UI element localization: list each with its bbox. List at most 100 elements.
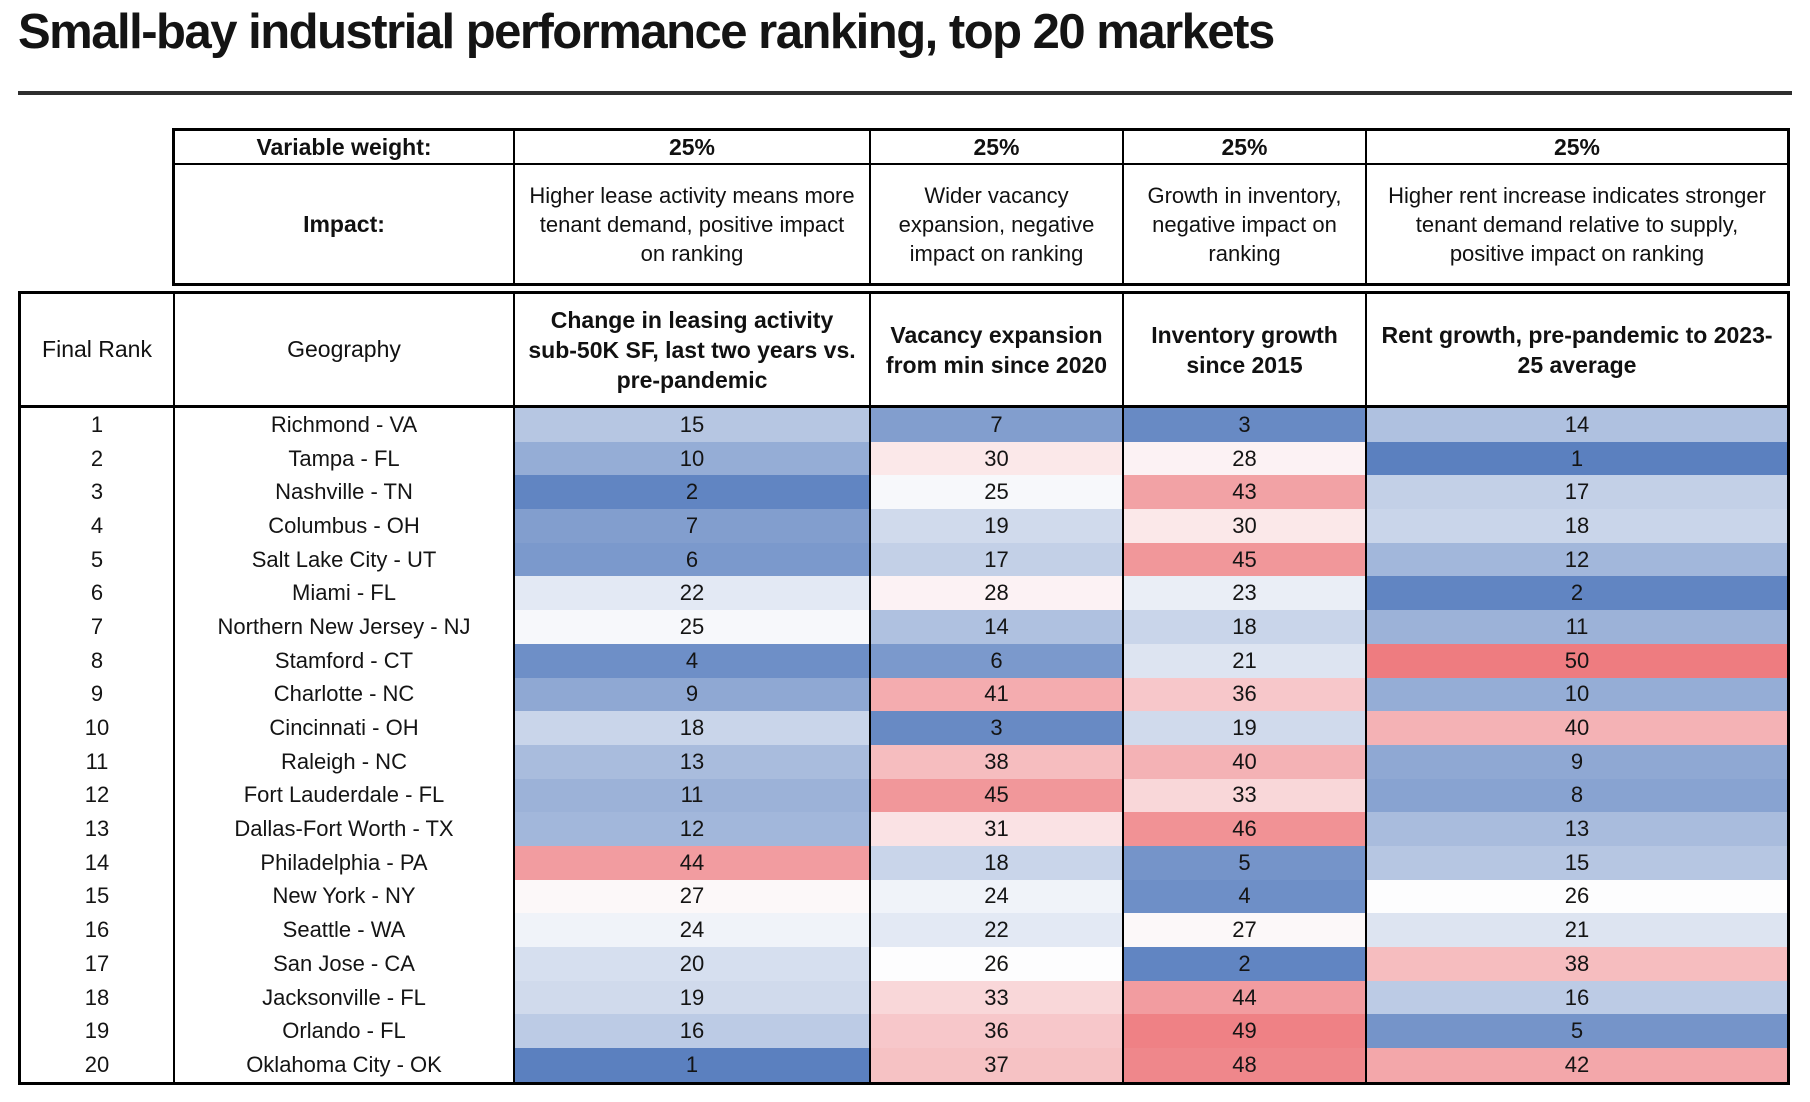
table-row: 1 Richmond - VA 15 7 3 14 [21, 408, 1787, 442]
leasing-value-cell: 9 [513, 677, 869, 712]
final-rank-cell: 11 [21, 744, 173, 779]
inventory-value-cell: 5 [1122, 845, 1365, 880]
final-rank-cell: 16 [21, 913, 173, 947]
vacancy-value-cell: 45 [869, 778, 1122, 813]
weight-leasing: 25% [513, 131, 869, 165]
vacancy-value-cell: 19 [869, 509, 1122, 543]
final-rank-cell: 2 [21, 441, 173, 476]
leasing-value-cell: 16 [513, 1014, 869, 1049]
geography-cell: San Jose - CA [173, 947, 513, 981]
rent-value-cell: 8 [1365, 778, 1787, 813]
final-rank-cell: 18 [21, 980, 173, 1015]
page-title: Small-bay industrial performance ranking… [18, 5, 1275, 59]
table-row: 13 Dallas-Fort Worth - TX 12 31 46 13 [21, 812, 1787, 846]
rent-value-cell: 2 [1365, 576, 1787, 611]
table-row: 20 Oklahoma City - OK 1 37 48 42 [21, 1048, 1787, 1082]
variable-weight-row: Variable weight: 25% 25% 25% 25% [175, 131, 1787, 165]
leasing-value-cell: 20 [513, 947, 869, 981]
column-header-row: Final Rank Geography Change in leasing a… [21, 294, 1787, 408]
vacancy-value-cell: 18 [869, 845, 1122, 880]
table-row: 8 Stamford - CT 4 6 21 50 [21, 643, 1787, 678]
weight-inventory: 25% [1122, 131, 1365, 165]
vacancy-column-header: Vacancy expansion from min since 2020 [869, 294, 1122, 408]
final-rank-cell: 13 [21, 812, 173, 846]
final-rank-cell: 1 [21, 408, 173, 442]
leasing-value-cell: 18 [513, 711, 869, 745]
geography-cell: New York - NY [173, 879, 513, 914]
final-rank-cell: 20 [21, 1048, 173, 1082]
vacancy-value-cell: 38 [869, 744, 1122, 779]
rent-value-cell: 14 [1365, 408, 1787, 442]
final-rank-cell: 19 [21, 1014, 173, 1049]
weight-vacancy: 25% [869, 131, 1122, 165]
geography-cell: Dallas-Fort Worth - TX [173, 812, 513, 846]
impact-inventory: Growth in inventory, negative impact on … [1122, 165, 1365, 283]
table-body: 1 Richmond - VA 15 7 3 14 2 Tampa - FL 10 30 28 1 3 N… [21, 408, 1787, 1082]
leasing-column-header: Change in leasing activity sub-50K SF, l… [513, 294, 869, 408]
final-rank-cell: 7 [21, 610, 173, 644]
leasing-value-cell: 24 [513, 913, 869, 947]
leasing-value-cell: 4 [513, 643, 869, 678]
inventory-value-cell: 28 [1122, 441, 1365, 476]
geography-cell: Northern New Jersey - NJ [173, 610, 513, 644]
rent-value-cell: 13 [1365, 812, 1787, 846]
inventory-value-cell: 27 [1122, 913, 1365, 947]
leasing-value-cell: 12 [513, 812, 869, 846]
rent-value-cell: 1 [1365, 441, 1787, 476]
table-row: 7 Northern New Jersey - NJ 25 14 18 11 [21, 610, 1787, 644]
table-row: 9 Charlotte - NC 9 41 36 10 [21, 677, 1787, 712]
rent-column-header: Rent growth, pre-pandemic to 2023-25 ave… [1365, 294, 1787, 408]
leasing-value-cell: 7 [513, 509, 869, 543]
table-row: 5 Salt Lake City - UT 6 17 45 12 [21, 542, 1787, 577]
final-rank-cell: 4 [21, 509, 173, 543]
leasing-value-cell: 2 [513, 475, 869, 510]
geography-cell: Charlotte - NC [173, 677, 513, 712]
rent-value-cell: 26 [1365, 879, 1787, 914]
table-row: 12 Fort Lauderdale - FL 11 45 33 8 [21, 778, 1787, 813]
impact-leasing: Higher lease activity means more tenant … [513, 165, 869, 283]
rent-value-cell: 10 [1365, 677, 1787, 712]
inventory-value-cell: 2 [1122, 947, 1365, 981]
vacancy-value-cell: 28 [869, 576, 1122, 611]
rent-value-cell: 38 [1365, 947, 1787, 981]
leasing-value-cell: 19 [513, 980, 869, 1015]
leasing-value-cell: 44 [513, 845, 869, 880]
vacancy-value-cell: 33 [869, 980, 1122, 1015]
rent-value-cell: 21 [1365, 913, 1787, 947]
final-rank-column-header: Final Rank [21, 294, 173, 408]
vacancy-value-cell: 17 [869, 542, 1122, 577]
leasing-value-cell: 6 [513, 542, 869, 577]
vacancy-value-cell: 37 [869, 1048, 1122, 1082]
vacancy-value-cell: 6 [869, 643, 1122, 678]
inventory-value-cell: 19 [1122, 711, 1365, 745]
inventory-value-cell: 3 [1122, 408, 1365, 442]
geography-cell: Stamford - CT [173, 643, 513, 678]
inventory-value-cell: 30 [1122, 509, 1365, 543]
title-underline [18, 91, 1792, 95]
final-rank-cell: 15 [21, 879, 173, 914]
rent-value-cell: 42 [1365, 1048, 1787, 1082]
geography-cell: Oklahoma City - OK [173, 1048, 513, 1082]
leasing-value-cell: 10 [513, 441, 869, 476]
final-rank-cell: 12 [21, 778, 173, 813]
final-rank-cell: 10 [21, 711, 173, 745]
vacancy-value-cell: 26 [869, 947, 1122, 981]
weights-impact-header: Variable weight: 25% 25% 25% 25% Impact:… [172, 128, 1790, 286]
impact-label: Impact: [303, 210, 385, 237]
inventory-value-cell: 36 [1122, 677, 1365, 712]
vacancy-value-cell: 3 [869, 711, 1122, 745]
final-rank-cell: 9 [21, 677, 173, 712]
geography-cell: Philadelphia - PA [173, 845, 513, 880]
rent-value-cell: 12 [1365, 542, 1787, 577]
table-row: 18 Jacksonville - FL 19 33 44 16 [21, 980, 1787, 1015]
geography-cell: Columbus - OH [173, 509, 513, 543]
rent-value-cell: 16 [1365, 980, 1787, 1015]
table-row: 15 New York - NY 27 24 4 26 [21, 879, 1787, 914]
geography-cell: Nashville - TN [173, 475, 513, 510]
inventory-value-cell: 48 [1122, 1048, 1365, 1082]
vacancy-value-cell: 22 [869, 913, 1122, 947]
impact-vacancy: Wider vacancy expansion, negative impact… [869, 165, 1122, 283]
vacancy-value-cell: 30 [869, 441, 1122, 476]
table-row: 4 Columbus - OH 7 19 30 18 [21, 509, 1787, 543]
leasing-value-cell: 11 [513, 778, 869, 813]
